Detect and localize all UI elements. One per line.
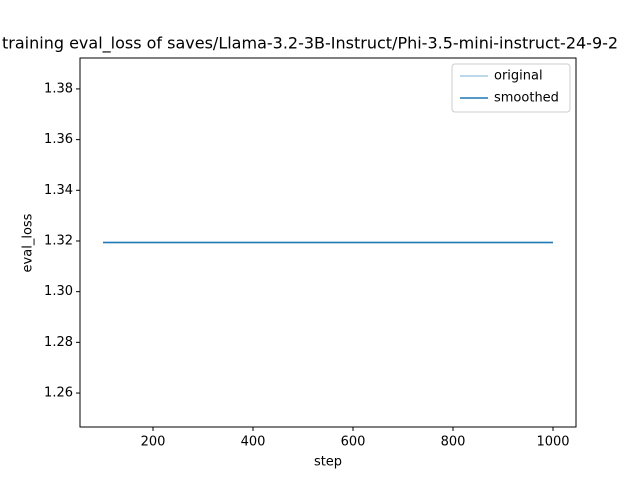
x-axis-label: step: [314, 455, 342, 470]
y-tick-label: 1.32: [44, 233, 73, 248]
plot-frame: [79, 57, 577, 428]
y-tick-label: 1.34: [44, 183, 73, 198]
x-tick-label: 1000: [536, 435, 569, 450]
y-tick-label: 1.30: [44, 284, 73, 299]
y-tick-label: 1.28: [44, 335, 73, 350]
x-tick-label: 800: [441, 435, 466, 450]
x-tick-label: 200: [141, 435, 166, 450]
y-tick-label: 1.36: [44, 132, 73, 147]
x-tick-label: 400: [241, 435, 266, 450]
x-tick-label: 600: [341, 435, 366, 450]
y-tick-label: 1.26: [44, 386, 73, 401]
chart-title: training eval_loss of saves/Llama-3.2-3B…: [2, 34, 618, 54]
y-axis-label: eval_loss: [21, 213, 36, 272]
y-tick-label: 1.38: [44, 81, 73, 96]
legend-label: original: [494, 69, 543, 84]
legend-label: smoothed: [494, 91, 559, 106]
